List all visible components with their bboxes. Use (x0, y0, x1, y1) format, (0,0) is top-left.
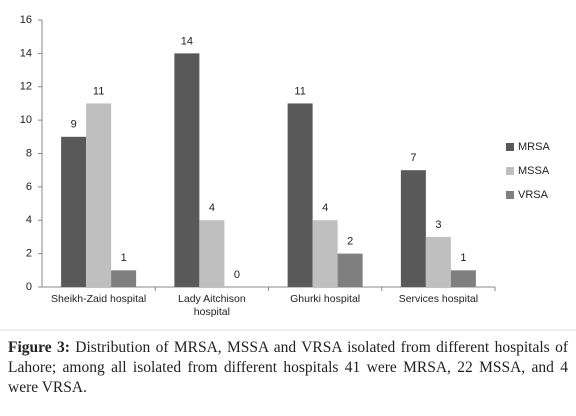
x-tick-label-box: Ghurki hospital (290, 293, 361, 305)
y-tick-label: 10 (20, 114, 32, 126)
x-tick-label-box: Services hospital (398, 293, 479, 305)
y-tick-label: 16 (20, 14, 32, 26)
bar (111, 270, 137, 287)
y-tick-label: 8 (26, 147, 32, 159)
legend-swatch (506, 191, 514, 199)
y-tick-label: 14 (20, 47, 32, 59)
caption-label: Figure 3: (8, 339, 70, 356)
bar (337, 253, 363, 287)
data-label: 4 (209, 202, 215, 214)
caption-text: Distribution of MRSA, MSSA and VRSA isol… (8, 339, 568, 396)
x-tick-label: Services hospital (398, 293, 479, 305)
x-tick-label-box: Lady Aitchison hospital (178, 293, 246, 318)
x-tick-label: Sheikh-Zaid hospital (51, 293, 147, 305)
data-label: 0 (234, 269, 240, 281)
legend-label: VRSA (518, 189, 549, 201)
caption: Figure 3: Distribution of MRSA, MSSA and… (8, 338, 568, 398)
bar (86, 103, 112, 287)
data-label: 7 (410, 152, 416, 164)
data-label: 14 (181, 35, 193, 47)
bar (61, 136, 87, 287)
y-tick-label: 0 (26, 281, 32, 293)
legend-label: MRSA (518, 141, 550, 153)
data-label: 2 (347, 236, 353, 248)
data-label: 3 (435, 219, 441, 231)
data-label: 1 (460, 252, 466, 264)
data-label: 4 (322, 202, 328, 214)
bar (400, 170, 426, 287)
x-tick-label-box: Sheikh-Zaid hospital (51, 293, 147, 305)
data-label: 11 (93, 85, 104, 97)
bar (174, 53, 200, 287)
legend-swatch (506, 143, 514, 151)
bar (450, 270, 476, 287)
bar (425, 236, 451, 287)
bar (312, 220, 338, 287)
y-tick-label: 2 (26, 248, 32, 260)
legend-label: MSSA (518, 165, 550, 177)
data-label: 9 (71, 119, 77, 131)
x-tick-label: Ghurki hospital (290, 293, 361, 305)
data-label: 11 (294, 85, 305, 97)
y-tick-label: 12 (20, 81, 32, 93)
data-label: 1 (121, 252, 127, 264)
bar (199, 220, 225, 287)
legend-swatch (506, 167, 514, 175)
y-tick-label: 4 (26, 214, 32, 226)
y-tick-label: 6 (26, 181, 32, 193)
bar (287, 103, 313, 287)
x-tick-label: Lady Aitchison hospital (178, 293, 246, 318)
